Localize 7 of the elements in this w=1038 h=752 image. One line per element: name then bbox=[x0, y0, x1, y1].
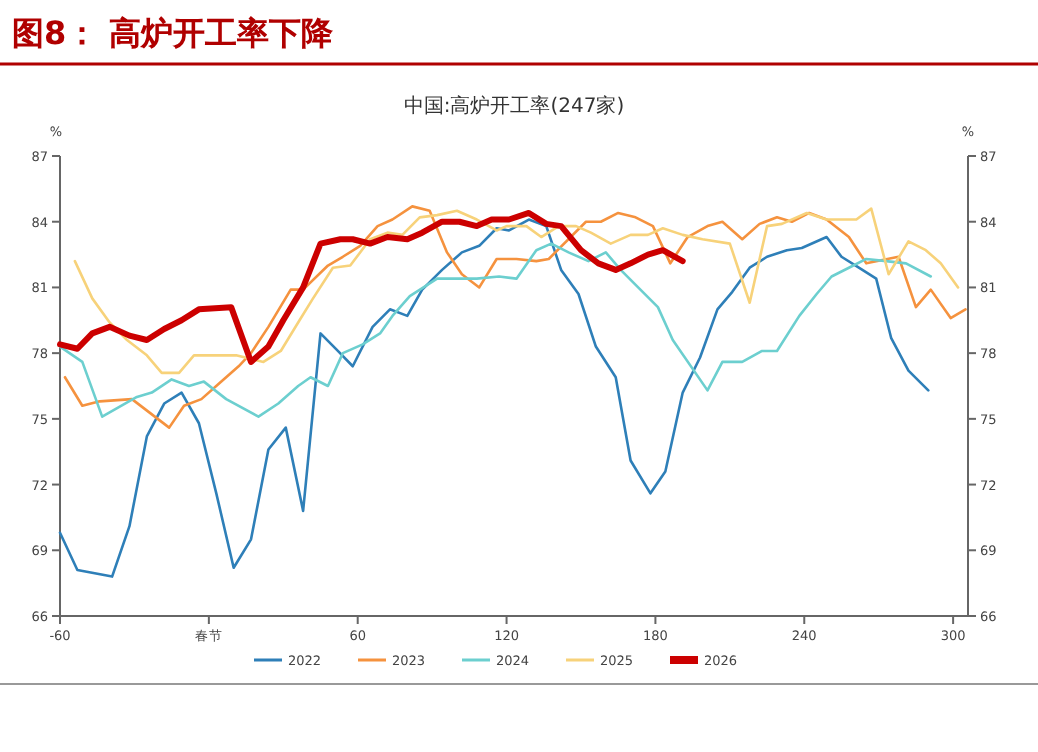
line-series bbox=[63, 205, 967, 429]
line-series bbox=[58, 242, 933, 418]
line-series bbox=[73, 207, 960, 375]
chart-subtitle: 中国:高炉开工率(247家) bbox=[403, 94, 625, 118]
line-series bbox=[57, 209, 686, 365]
line-series bbox=[58, 218, 930, 578]
chart-title: 图8： 高炉开工率下降 bbox=[12, 14, 336, 52]
